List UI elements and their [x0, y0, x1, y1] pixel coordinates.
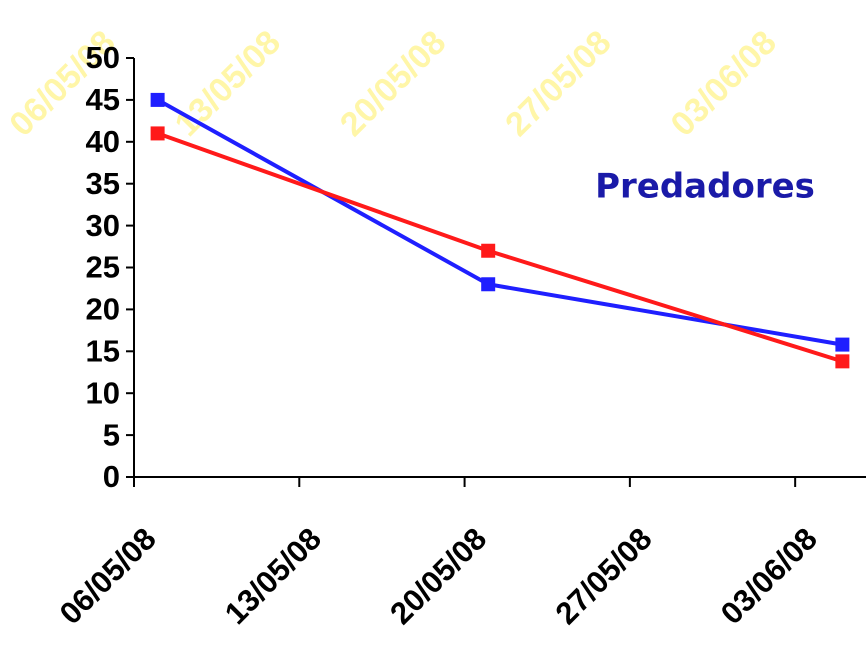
- x-tick-label: 20/05/08: [383, 521, 493, 631]
- watermark: 20/05/08: [333, 23, 453, 143]
- chart-title: Predadores: [595, 167, 815, 207]
- x-tick-label: 13/05/08: [218, 521, 328, 631]
- point-marker: [835, 354, 850, 369]
- watermark: 13/05/08: [168, 23, 288, 143]
- watermark: 03/06/08: [664, 23, 784, 143]
- y-tick-label: 30: [86, 208, 120, 243]
- y-tick-label: 50: [86, 40, 120, 75]
- y-tick-label: 5: [103, 417, 120, 452]
- y-tick-label: 10: [86, 375, 120, 410]
- point-marker: [150, 92, 165, 107]
- series-line: [156, 98, 843, 347]
- y-tick-label: 15: [86, 333, 120, 368]
- y-tick-label: 25: [86, 250, 120, 285]
- point-marker: [481, 243, 496, 258]
- y-tick-label: 40: [86, 124, 120, 159]
- point-marker: [150, 126, 165, 141]
- x-tick-label: 27/05/08: [549, 521, 659, 631]
- point-marker: [835, 337, 850, 352]
- watermark: 27/05/08: [498, 23, 618, 143]
- y-tick-label: 20: [86, 292, 120, 327]
- x-tick-label: 03/06/08: [714, 521, 824, 631]
- x-tick-label: 06/05/08: [53, 521, 163, 631]
- y-tick-label: 45: [86, 82, 120, 117]
- y-tick-label: 35: [86, 166, 120, 201]
- y-tick-label: 0: [103, 459, 120, 494]
- point-marker: [481, 277, 496, 292]
